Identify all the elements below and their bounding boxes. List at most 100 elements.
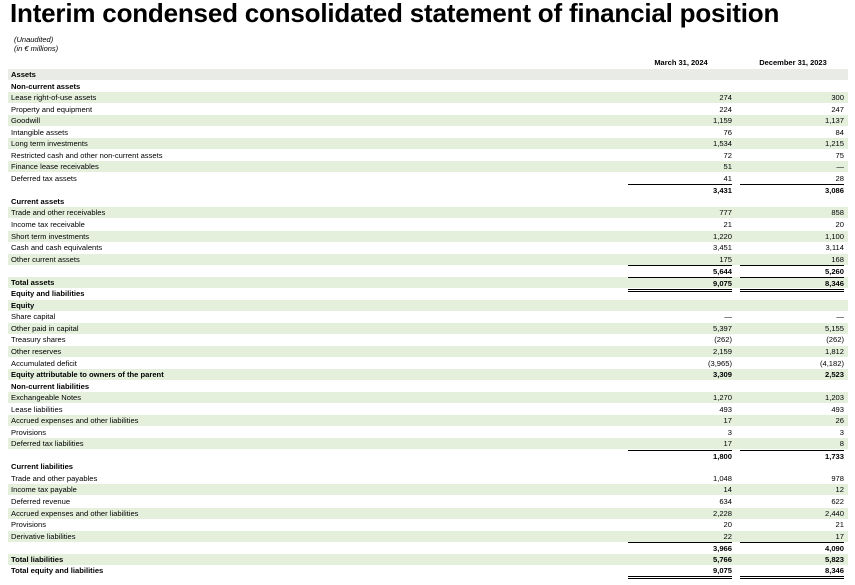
- cell-value: —: [836, 162, 844, 172]
- row-label: Deferred tax liabilities: [11, 439, 84, 449]
- row-label: Goodwill: [11, 116, 41, 126]
- row-label: Cash and cash equivalents: [11, 243, 103, 253]
- row-label: Trade and other payables: [11, 473, 98, 483]
- cell-value: 84: [835, 127, 844, 137]
- table-row: Provisions 20 21: [8, 519, 848, 530]
- row-label: Property and equipment: [11, 104, 93, 114]
- cell-value: (4,182): [819, 358, 844, 368]
- cell-value: 1,100: [824, 231, 844, 241]
- table-row: Deferred tax assets 41 28: [8, 173, 848, 184]
- cell-value: 224: [719, 104, 732, 114]
- table-row: Finance lease receivables 51 —: [8, 161, 848, 173]
- cell-value: 1,220: [712, 231, 732, 241]
- cell-value: 622: [831, 496, 844, 506]
- row-label: Equity attributable to owners of the par…: [11, 370, 164, 380]
- row-label: Provisions: [11, 520, 47, 530]
- cell-value: 26: [835, 416, 844, 426]
- table-row: Deferred tax liabilities 17 8: [8, 438, 848, 450]
- cell-value: 5,155: [824, 323, 844, 333]
- cell-value: 1,203: [824, 393, 844, 403]
- row-label: Provisions: [11, 427, 47, 437]
- table-row: Accrued expenses and other liabilities 2,…: [8, 507, 848, 519]
- table-row: Income tax receivable 21 20: [8, 219, 848, 230]
- row-label: Income tax receivable: [11, 220, 85, 230]
- cell-value: 3,966: [628, 542, 732, 554]
- cell-value: 22: [723, 531, 732, 541]
- cell-value: 2,159: [712, 346, 732, 356]
- table-row: Trade and other payables 1,048 978: [8, 473, 848, 484]
- note: (in € millions): [14, 44, 59, 53]
- table-row: Lease right-of-use assets 274 300: [8, 92, 848, 104]
- cell-value: 2,440: [824, 508, 844, 518]
- table-row: 5,644 5,260: [8, 265, 848, 276]
- cell-value: 175: [719, 254, 732, 264]
- cell-value: 3: [839, 427, 844, 437]
- cell-value: 5,823: [824, 554, 844, 564]
- table-row: 3,966 4,090: [8, 542, 848, 553]
- table-row: 1,800 1,733: [8, 449, 848, 462]
- cell-value: 21: [835, 520, 844, 530]
- note: (Unaudited): [14, 35, 54, 44]
- row-label: Income tax payable: [11, 485, 77, 495]
- row-label: Non-current assets: [11, 81, 81, 91]
- row-label: Long term investments: [11, 139, 88, 149]
- cell-value: 978: [831, 473, 844, 483]
- cell-value: 777: [719, 208, 732, 218]
- cell-value: 72: [723, 150, 732, 160]
- cell-value: 1,800: [628, 449, 732, 462]
- cell-value: 3,451: [712, 243, 732, 253]
- cell-value: —: [724, 312, 732, 322]
- table-row: Provisions 3 3: [8, 427, 848, 438]
- table-row: Non-current liabilities: [8, 381, 848, 392]
- table-row: Current assets: [8, 196, 848, 207]
- cell-value: 12: [835, 485, 844, 495]
- cell-value: 1,048: [712, 473, 732, 483]
- table-row: Total liabilities 5,766 5,823: [8, 553, 848, 565]
- table-row: 3,431 3,086: [8, 184, 848, 195]
- row-label: Other paid in capital: [11, 323, 79, 333]
- cell-value: (3,965): [707, 358, 732, 368]
- table-row: Assets: [8, 69, 848, 80]
- row-label: Current liabilities: [11, 462, 74, 472]
- cell-value: 17: [835, 531, 844, 541]
- cell-value: 1,812: [824, 346, 844, 356]
- cell-value: 9,075: [628, 276, 732, 292]
- cell-value: 247: [831, 104, 844, 114]
- table-row: Intangible assets 76 84: [8, 127, 848, 138]
- table-row: Equity and liabilities: [8, 288, 848, 299]
- cell-value: 1,733: [740, 449, 844, 462]
- table-row: Goodwill 1,159 1,137: [8, 115, 848, 127]
- cell-value: 1,270: [712, 393, 732, 403]
- row-label: Short term investments: [11, 231, 90, 241]
- row-label: Assets: [11, 70, 36, 79]
- cell-value: 17: [723, 439, 732, 449]
- cell-value: 14: [723, 485, 732, 495]
- cell-value: 300: [831, 93, 844, 103]
- row-label: Equity: [11, 300, 35, 310]
- table-row: Share capital — —: [8, 311, 848, 322]
- row-label: Total assets: [11, 277, 55, 287]
- title: Interim condensed consolidated statement…: [10, 0, 780, 28]
- table-row: Current liabilities: [8, 461, 848, 472]
- cell-value: 5,260: [740, 265, 844, 277]
- table-row: Other paid in capital 5,397 5,155: [8, 322, 848, 334]
- row-label: Derivative liabilities: [11, 531, 76, 541]
- row-label: Total equity and liabilities: [11, 566, 104, 576]
- cell-value: 76: [723, 127, 732, 137]
- cell-value: 20: [835, 220, 844, 230]
- table-row: Deferred revenue 634 622: [8, 496, 848, 507]
- cell-value: 1,159: [712, 116, 732, 126]
- row-label: Total liabilities: [11, 554, 64, 564]
- table-row: Equity attributable to owners of the par…: [8, 369, 848, 381]
- table-row: Total equity and liabilities 9,075 8,346: [8, 565, 848, 580]
- cell-value: 3,309: [712, 370, 732, 380]
- cell-value: 5,644: [628, 265, 732, 277]
- row-label: Restricted cash and other non-current as…: [11, 150, 163, 160]
- cell-value: 1,137: [824, 116, 844, 126]
- table-row: Other reserves 2,159 1,812: [8, 345, 848, 357]
- cell-value: 3,431: [628, 184, 732, 196]
- table-row: Derivative liabilities 22 17: [8, 530, 848, 542]
- cell-value: 2,228: [712, 508, 732, 518]
- table-row: Equity: [8, 299, 848, 311]
- table-row: Restricted cash and other non-current as…: [8, 150, 848, 161]
